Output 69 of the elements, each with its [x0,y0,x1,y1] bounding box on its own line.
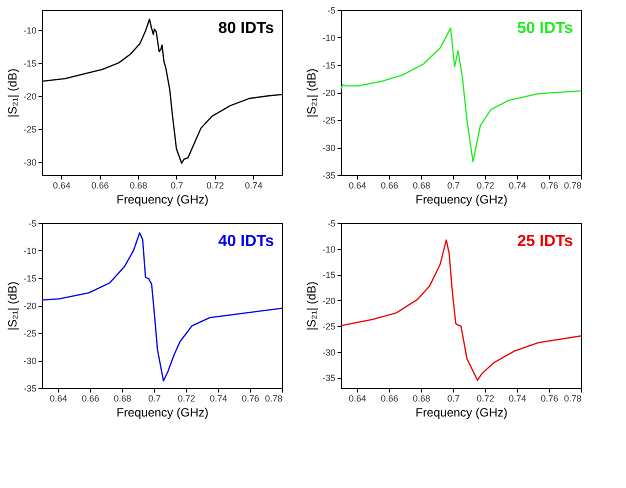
x-tick-label: 0.76 [242,394,260,404]
annotation: 40 IDTs [218,233,274,250]
x-tick-label: 0.7 [170,180,184,190]
y-tick-label: -10 [322,244,336,254]
line-series [41,232,283,382]
x-tick-label: 0.68 [412,180,430,190]
y-axis-title: |S₂₁| (dB) [5,68,20,118]
y-tick-label: -35 [322,373,336,384]
y-tick-label: -35 [322,170,336,180]
x-tick-label: 0.66 [380,394,398,404]
x-tick-label: 0.64 [348,180,366,190]
x-tick-label: 0.64 [52,180,70,190]
y-tick-label: -35 [23,384,36,394]
annotation: 80 IDTs [218,20,274,37]
x-tick-label: 0.64 [348,394,366,404]
y-tick-label: -30 [23,356,36,366]
x-tick-label: 0.72 [206,180,224,190]
x-tick-label: 0.72 [476,180,494,190]
x-tick-label: 0.7 [447,394,460,404]
x-axis-title: Frequency (GHz) [116,406,209,420]
x-tick-label: 0.74 [508,394,526,404]
y-tick-label: -25 [322,116,336,126]
x-axis-title: Frequency (GHz) [415,192,508,206]
x-tick-label: 0.76 [540,394,558,404]
x-tick-label: 0.78 [564,180,582,190]
x-axis-title: Frequency (GHz) [415,406,508,420]
y-tick-label: -15 [23,58,36,68]
y-tick-label: -10 [23,25,36,36]
x-axis-title: Frequency (GHz) [116,192,209,206]
y-tick-label: -5 [28,218,36,228]
y-axis-title: |S₂₁| (dB) [304,282,318,330]
x-tick-label: 0.7 [447,180,460,190]
y-tick-label: -25 [23,328,36,338]
y-tick-label: -10 [23,246,36,256]
x-tick-label: 0.66 [380,180,398,190]
x-tick-label: 0.74 [244,180,262,190]
y-tick-label: -20 [322,296,336,306]
y-tick-label: -5 [327,218,336,228]
y-axis-title: |S₂₁| (dB) [304,68,318,118]
y-axis-title: |S₂₁| (dB) [5,282,20,330]
y-tick-label: -25 [23,124,36,134]
x-tick-label: 0.66 [91,180,109,190]
y-tick-label: -30 [23,157,36,168]
y-tick-label: -15 [23,274,36,284]
annotation: 50 IDTs [517,20,574,37]
x-tick-label: 0.78 [564,394,582,404]
x-tick-label: 0.68 [114,394,132,404]
y-tick-label: -20 [23,301,36,311]
y-tick-label: -10 [322,33,336,43]
x-tick-label: 0.68 [130,180,148,190]
x-tick-label: 0.78 [264,394,282,404]
x-tick-label: 0.76 [540,180,558,190]
annotation: 25 IDTs [517,233,574,250]
y-tick-label: -25 [322,322,336,332]
x-tick-label: 0.74 [210,394,228,404]
x-tick-label: 0.66 [82,394,100,404]
y-tick-label: -20 [23,91,36,102]
y-tick-label: -20 [322,88,336,98]
x-tick-label: 0.68 [412,394,430,404]
x-tick-label: 0.74 [508,180,526,190]
x-tick-label: 0.7 [148,394,161,404]
y-tick-label: -30 [322,347,336,358]
x-tick-label: 0.72 [476,394,494,404]
x-tick-label: 0.72 [178,394,196,404]
y-tick-label: -15 [322,270,336,280]
x-tick-label: 0.64 [50,394,68,404]
y-tick-label: -15 [322,60,336,70]
y-tick-label: -5 [327,6,336,16]
y-tick-label: -30 [322,143,336,153]
